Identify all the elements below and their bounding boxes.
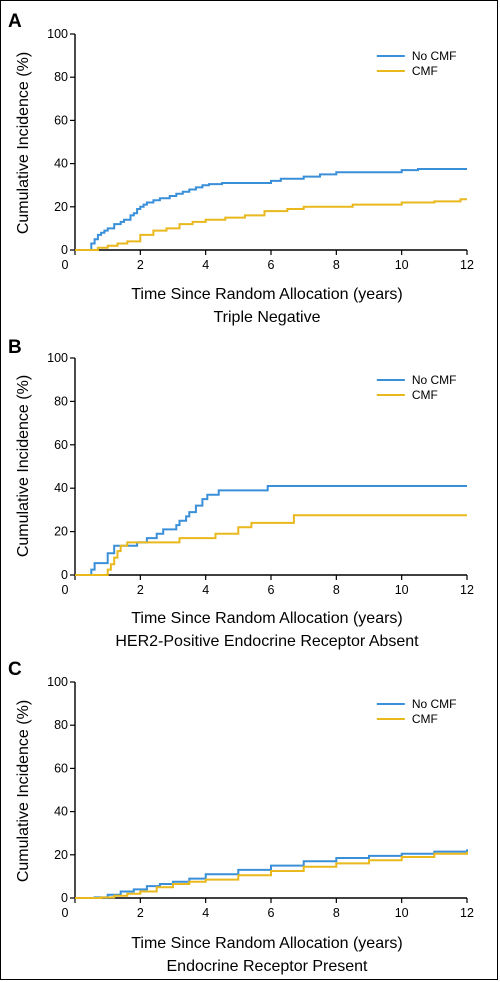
y-axis-title: Cumulative Incidence (%): [15, 52, 32, 234]
x-tick-label: 4: [202, 906, 209, 920]
x-axis-title: Time Since Random Allocation (years): [131, 935, 403, 952]
y-tick-label: 60: [54, 761, 68, 775]
x-tick-label: 6: [268, 258, 275, 272]
x-tick-label: 0: [62, 258, 69, 272]
series-line-no-cmf: [75, 485, 467, 576]
x-axis-title: Time Since Random Allocation (years): [131, 610, 403, 627]
x-tick-label: 8: [333, 583, 340, 597]
x-tick-label: 4: [202, 258, 209, 272]
y-tick-label: 60: [54, 438, 68, 452]
x-tick-label: 10: [395, 906, 409, 920]
x-tick-label: 8: [333, 906, 340, 920]
y-tick-label: 0: [61, 568, 68, 582]
y-tick-label: 20: [54, 525, 68, 539]
y-tick-label: 80: [54, 394, 68, 408]
y-tick-label: 40: [54, 481, 68, 495]
x-tick-label: 8: [333, 258, 340, 272]
y-tick-label: 20: [54, 848, 68, 862]
y-tick-label: 20: [54, 200, 68, 214]
x-tick-label: 2: [137, 583, 144, 597]
y-tick-label: 100: [47, 27, 68, 41]
y-tick-label: 100: [47, 351, 68, 365]
chart-panel-a: A Cumulative Incidence (%) Time Since Ra…: [8, 11, 474, 326]
y-tick-label: 40: [54, 805, 68, 819]
legend-label: No CMF: [412, 373, 457, 387]
x-tick-label: 12: [460, 583, 474, 597]
series-line-cmf: [75, 514, 467, 576]
series-line-cmf: [75, 851, 468, 899]
y-tick-label: 0: [61, 891, 68, 905]
legend-label: No CMF: [412, 697, 457, 711]
legend-label: No CMF: [412, 49, 457, 63]
x-tick-label: 6: [268, 583, 275, 597]
y-tick-label: 60: [54, 113, 68, 127]
x-tick-label: 10: [395, 258, 409, 272]
chart-panel-b: B Cumulative Incidence (%) Time Since Ra…: [8, 337, 474, 650]
series-line-no-cmf: [75, 168, 467, 251]
panel-subtitle: Triple Negative: [213, 309, 320, 326]
x-tick-label: 6: [268, 906, 275, 920]
x-tick-label: 10: [395, 583, 409, 597]
y-axis-title: Cumulative Incidence (%): [15, 700, 32, 882]
y-tick-label: 80: [54, 70, 68, 84]
panel-subtitle: Endocrine Receptor Present: [167, 958, 369, 975]
panel-label: A: [8, 11, 22, 32]
series-line-cmf: [75, 198, 467, 251]
panel-label: B: [8, 337, 22, 358]
legend-label: CMF: [412, 712, 438, 726]
x-tick-label: 0: [62, 583, 69, 597]
x-tick-label: 0: [62, 906, 69, 920]
y-axis-title: Cumulative Incidence (%): [15, 375, 32, 557]
legend-label: CMF: [412, 64, 438, 78]
panel-subtitle: HER2-Positive Endocrine Receptor Absent: [115, 633, 419, 650]
series-line-no-cmf: [75, 849, 468, 899]
x-tick-label: 12: [460, 906, 474, 920]
chart-panel-c: C Cumulative Incidence (%) Time Since Ra…: [8, 659, 474, 975]
x-tick-label: 2: [137, 906, 144, 920]
y-tick-label: 80: [54, 718, 68, 732]
x-tick-label: 2: [137, 258, 144, 272]
y-tick-label: 40: [54, 157, 68, 171]
y-tick-label: 100: [47, 675, 68, 689]
x-axis-title: Time Since Random Allocation (years): [131, 286, 403, 303]
y-tick-label: 0: [61, 243, 68, 257]
x-tick-label: 4: [202, 583, 209, 597]
legend-label: CMF: [412, 388, 438, 402]
panel-label: C: [8, 659, 22, 680]
x-tick-label: 12: [460, 258, 474, 272]
